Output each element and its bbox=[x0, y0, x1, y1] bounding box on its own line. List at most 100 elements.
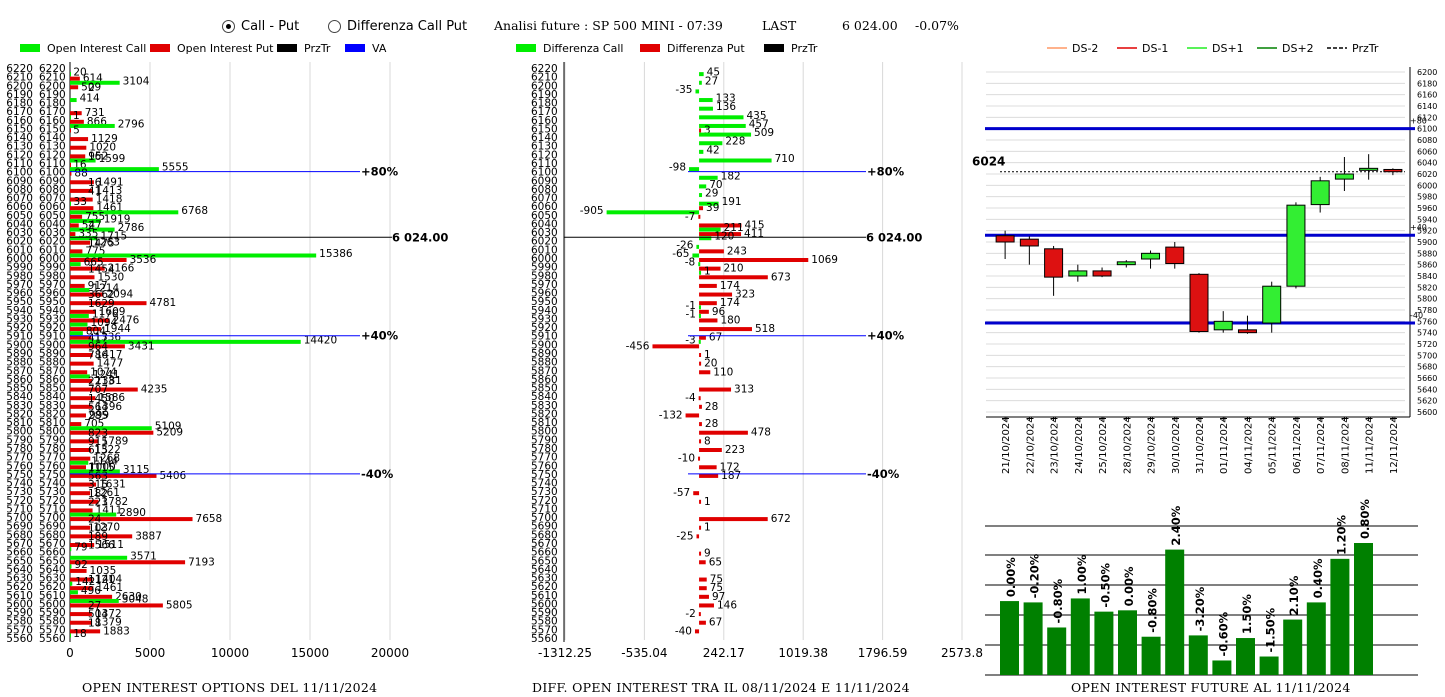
oi-strike-label: 5700 bbox=[39, 512, 66, 524]
diff-call-bar bbox=[696, 244, 700, 249]
oi-call-bar bbox=[70, 201, 71, 206]
diff-strike-label: 6120 bbox=[531, 149, 558, 161]
oi-strike-label: 5740 bbox=[39, 478, 66, 490]
candle-body bbox=[995, 235, 1015, 243]
diff-strike-label: 5830 bbox=[531, 400, 558, 412]
radio-call-put[interactable]: Call - Put bbox=[222, 19, 299, 34]
analysis-title: Analisi future : SP 500 MINI - 07:39 bbox=[494, 18, 723, 33]
oi-extra-value: 915 bbox=[88, 436, 108, 448]
diff-strike-label: 5560 bbox=[531, 633, 558, 645]
oi-call-bar bbox=[70, 80, 120, 85]
oi-strike-label-outer: 5730 bbox=[6, 486, 33, 498]
oi-call-value: 5555 bbox=[162, 162, 189, 174]
oi-put-value: 1461 bbox=[96, 582, 123, 594]
future-bar bbox=[1259, 656, 1279, 675]
oi-price-label: 6 024.00 bbox=[392, 230, 448, 244]
oi-call-bar bbox=[70, 374, 90, 379]
oi-strike-label-outer: 6010 bbox=[6, 244, 33, 256]
diff-strike-label: 5960 bbox=[531, 288, 558, 300]
oi-put-value: 2094 bbox=[107, 289, 134, 301]
diff-call-bar bbox=[698, 313, 701, 318]
candle-body bbox=[1286, 204, 1306, 287]
diff-put-value: 478 bbox=[751, 427, 771, 439]
candle-body bbox=[1359, 167, 1379, 171]
oi-strike-label-outer: 5750 bbox=[6, 469, 33, 481]
diff-strike-label: 5990 bbox=[531, 262, 558, 274]
oi-call-value: 1599 bbox=[99, 153, 126, 165]
candle-y-tick-label: 5720 bbox=[1417, 340, 1437, 349]
oi-put-value: 1263 bbox=[93, 237, 120, 249]
oi-put-bar bbox=[70, 154, 86, 159]
oi-extra-value: 2213 bbox=[88, 376, 115, 388]
oi-strike-label-outer: 6050 bbox=[6, 210, 33, 222]
diff-put-bar bbox=[699, 465, 717, 470]
diff-strike-label: 5570 bbox=[531, 624, 558, 636]
diff-call-value: 70 bbox=[709, 179, 722, 191]
oi-put-value: 7658 bbox=[196, 513, 223, 525]
oi-strike-label-outer: 6100 bbox=[6, 167, 33, 179]
diff-strike-label: 5860 bbox=[531, 374, 558, 386]
oi-strike-label-outer: 6130 bbox=[6, 141, 33, 153]
diff-strike-label: 5600 bbox=[531, 598, 558, 610]
candle-date-label: 28/10/2024 bbox=[1122, 416, 1133, 474]
candle-y-tick-label: 6100 bbox=[1417, 125, 1437, 134]
oi-call-value: 33 bbox=[74, 196, 87, 208]
diff-put-value: 39 bbox=[706, 202, 719, 214]
candle-legend-label: PrzTr bbox=[1352, 42, 1379, 55]
oi-call-bar bbox=[70, 633, 71, 638]
future-bar bbox=[1354, 543, 1373, 675]
diff-call-bar bbox=[698, 262, 701, 267]
future-bar-label: 1.00% bbox=[1075, 554, 1089, 594]
diff-call-value: -98 bbox=[669, 162, 686, 174]
oi-put-bar bbox=[70, 249, 83, 254]
diff-call-bar bbox=[699, 115, 744, 120]
diff-put-bar bbox=[699, 370, 711, 375]
header-bar: Call - Put Differenza Call Put Analisi f… bbox=[0, 0, 1445, 40]
diff-va-label: +80% bbox=[867, 165, 905, 179]
candle-date-label: 24/10/2024 bbox=[1074, 416, 1085, 474]
oi-strike-label: 5970 bbox=[39, 279, 66, 291]
radio-differenza[interactable]: Differenza Call Put bbox=[328, 19, 467, 34]
radio-differenza-label: Differenza Call Put bbox=[347, 19, 468, 34]
candle-y-tick-label: 6200 bbox=[1417, 68, 1437, 77]
candle-body bbox=[1189, 273, 1209, 333]
candle-body bbox=[1262, 285, 1282, 324]
diff-put-bar bbox=[698, 456, 701, 461]
oi-put-value: 1322 bbox=[94, 444, 121, 456]
candle-y-tick-label: 5800 bbox=[1417, 295, 1437, 304]
oi-strike-label: 5610 bbox=[39, 590, 66, 602]
diff-put-value: 518 bbox=[755, 323, 775, 335]
oi-put-bar bbox=[70, 594, 113, 599]
oi-extra-value: 2 bbox=[88, 220, 95, 232]
oi-put-value: 1586 bbox=[98, 392, 125, 404]
future-bar bbox=[1236, 638, 1255, 675]
diff-put-bar bbox=[698, 612, 701, 617]
oi-put-bar bbox=[70, 163, 71, 167]
oi-strike-label-outer: 5990 bbox=[6, 262, 33, 274]
candle-date-label: 21/10/2024 bbox=[1001, 416, 1012, 474]
future-bar bbox=[1188, 635, 1208, 675]
oi-put-value: 1261 bbox=[93, 487, 120, 499]
oi-strike-label: 6030 bbox=[39, 227, 66, 239]
oi-call-value: 5109 bbox=[155, 421, 182, 433]
oi-call-value: 6768 bbox=[181, 205, 208, 217]
oi-strike-label: 6190 bbox=[39, 89, 66, 101]
oi-call-value: 2796 bbox=[118, 118, 145, 130]
oi-put-value: 731 bbox=[85, 107, 105, 119]
oi-call-value: 3571 bbox=[130, 550, 157, 562]
oi-put-value: 1268 bbox=[93, 453, 120, 465]
diff-put-bar bbox=[699, 292, 733, 297]
oi-strike-label-outer: 5650 bbox=[6, 555, 33, 567]
diff-strike-label: 5840 bbox=[531, 391, 558, 403]
future-bar bbox=[1283, 619, 1303, 675]
oi-strike-label-outer: 5620 bbox=[6, 581, 33, 593]
diff-put-bar bbox=[699, 206, 704, 211]
candle-body bbox=[1092, 270, 1112, 277]
oi-strike-label-outer: 6180 bbox=[6, 98, 33, 110]
oi-strike-label-outer: 6120 bbox=[6, 149, 33, 161]
diff-strike-label: 6050 bbox=[531, 210, 558, 222]
diff-put-bar bbox=[699, 387, 732, 392]
oi-call-bar bbox=[70, 564, 72, 569]
oi-strike-label: 6210 bbox=[39, 72, 66, 84]
oi-strike-label: 5590 bbox=[39, 607, 66, 619]
